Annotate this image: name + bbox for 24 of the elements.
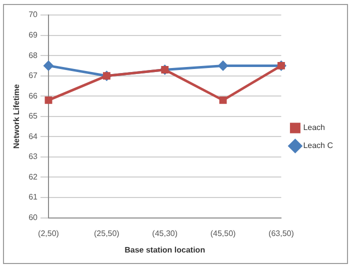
y-tick-label: 70 bbox=[28, 10, 38, 20]
y-tick-label: 61 bbox=[28, 192, 38, 202]
y-tick-label: 67 bbox=[28, 71, 38, 80]
y-tick-label: 68 bbox=[28, 50, 38, 60]
legend-label: Leach C bbox=[303, 141, 334, 150]
point bbox=[44, 96, 52, 104]
x-tick-label: (2,50) bbox=[38, 228, 60, 238]
x-axis-title: Base station location bbox=[124, 245, 206, 254]
y-tick-label: 60 bbox=[28, 213, 38, 222]
x-tick-label: (25,50) bbox=[94, 228, 120, 238]
x-tick-label: (45,50) bbox=[210, 228, 236, 238]
legend-label: Leach bbox=[303, 123, 325, 132]
point bbox=[218, 60, 228, 70]
y-tick-label: 62 bbox=[28, 172, 38, 182]
y-tick-label: 65 bbox=[28, 112, 38, 121]
point bbox=[44, 60, 54, 70]
y-tick-label: 64 bbox=[28, 132, 38, 141]
y-tick-label: 66 bbox=[28, 91, 38, 100]
x-tick-label: (45,30) bbox=[152, 228, 178, 238]
y-axis-title: Network Lifetime bbox=[12, 84, 22, 149]
point bbox=[219, 96, 227, 104]
y-tick-label: 69 bbox=[28, 30, 38, 40]
y-tick-label: 63 bbox=[28, 152, 38, 162]
x-tick-label: (63,50) bbox=[268, 228, 294, 238]
